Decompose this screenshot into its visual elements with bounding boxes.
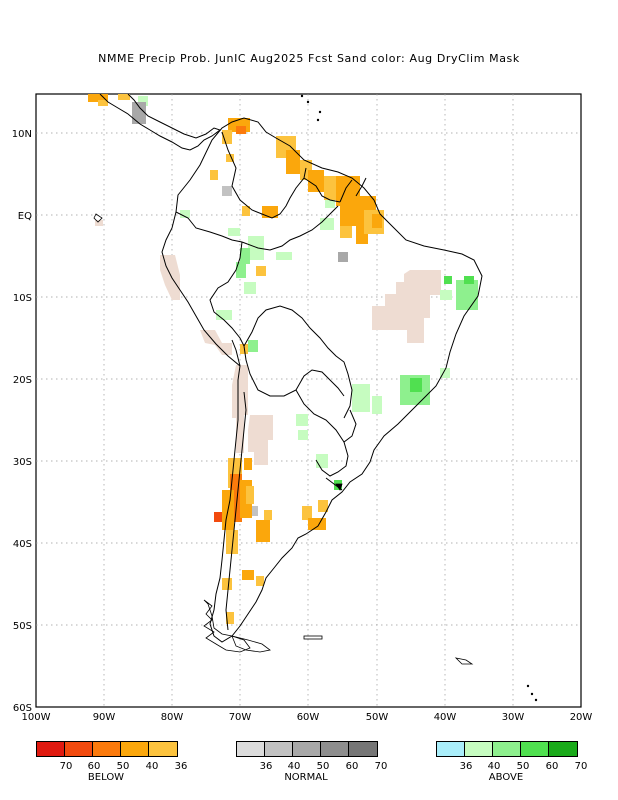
- lat-label: 50S: [13, 621, 32, 632]
- legend-swatch: [349, 742, 377, 756]
- above-normal-cells: [138, 96, 478, 490]
- lat-label: 60S: [13, 703, 32, 714]
- legend-above-ticks: 36 40 50 60 70: [436, 761, 588, 774]
- legend-tick: 36: [174, 761, 188, 772]
- legend-swatch: [237, 742, 265, 756]
- dry-climate-mask: [95, 220, 441, 465]
- latitude-labels: 10N EQ 10S 20S 30S 40S 50S 60S: [12, 129, 32, 714]
- map-title: NMME Precip Prob. JunIC Aug2025 Fcst San…: [98, 52, 520, 65]
- legend-normal-colorbar: [236, 741, 378, 757]
- legend-tick: 60: [87, 761, 101, 772]
- legend-normal: 36 40 50 60 70 NORMAL: [236, 741, 388, 783]
- lat-label: 30S: [13, 457, 32, 468]
- lon-label: 100W: [22, 712, 51, 723]
- coastlines: [99, 93, 483, 643]
- lon-label: 50W: [366, 712, 389, 723]
- lat-label: EQ: [18, 211, 32, 222]
- legend-tick: 40: [487, 761, 501, 772]
- legend-swatch: [465, 742, 493, 756]
- legend-swatch: [265, 742, 293, 756]
- lon-label: 60W: [297, 712, 320, 723]
- lat-label: 20S: [13, 375, 32, 386]
- lat-label: 40S: [13, 539, 32, 550]
- normal-cells: [132, 102, 348, 516]
- legend-tick: 40: [145, 761, 159, 772]
- legend-tick: 36: [259, 761, 273, 772]
- islands: [93, 94, 538, 702]
- legend-swatch: [37, 742, 65, 756]
- legend-above: 36 40 50 60 70 ABOVE: [436, 741, 588, 783]
- lon-label: 80W: [161, 712, 184, 723]
- longitude-labels: 100W 90W 80W 70W 60W 50W 40W 30W 20W: [22, 712, 593, 723]
- lat-label: 10S: [13, 293, 32, 304]
- legend-swatch: [149, 742, 177, 756]
- legend-below-colorbar: [36, 741, 178, 757]
- legend-normal-caption: NORMAL: [284, 772, 328, 783]
- lon-label: 30W: [502, 712, 525, 723]
- legend-tick: 60: [545, 761, 559, 772]
- legend-below-caption: BELOW: [87, 772, 125, 783]
- legend-swatch: [121, 742, 149, 756]
- legend-above-colorbar: [436, 741, 578, 757]
- legend-tick: 50: [516, 761, 530, 772]
- lon-label: 20W: [570, 712, 593, 723]
- below-normal-cells: [88, 94, 384, 624]
- lon-label: 90W: [93, 712, 116, 723]
- legend-tick: 70: [59, 761, 73, 772]
- legend-tick: 50: [316, 761, 330, 772]
- legend-swatch: [521, 742, 549, 756]
- legend-swatch: [437, 742, 465, 756]
- legend-above-caption: ABOVE: [488, 772, 524, 783]
- lat-label: 10N: [12, 129, 32, 140]
- legend-tick: 70: [374, 761, 388, 772]
- legend-tick: 50: [116, 761, 130, 772]
- lon-label: 70W: [229, 712, 252, 723]
- legend-swatch: [93, 742, 121, 756]
- lon-label: 40W: [434, 712, 457, 723]
- legend-tick: 60: [345, 761, 359, 772]
- legend-tick: 70: [574, 761, 588, 772]
- legend-tick: 40: [287, 761, 301, 772]
- legend-tick: 36: [459, 761, 473, 772]
- legend-swatch: [493, 742, 521, 756]
- legend-below: 70 60 50 40 36 BELOW: [36, 741, 188, 783]
- legend-swatch: [293, 742, 321, 756]
- legend-swatch: [321, 742, 349, 756]
- map-frame: [35, 93, 582, 708]
- legend-normal-ticks: 36 40 50 60 70: [236, 761, 388, 774]
- legend-below-ticks: 70 60 50 40 36: [36, 761, 188, 774]
- legend-swatch: [549, 742, 577, 756]
- legend-swatch: [65, 742, 93, 756]
